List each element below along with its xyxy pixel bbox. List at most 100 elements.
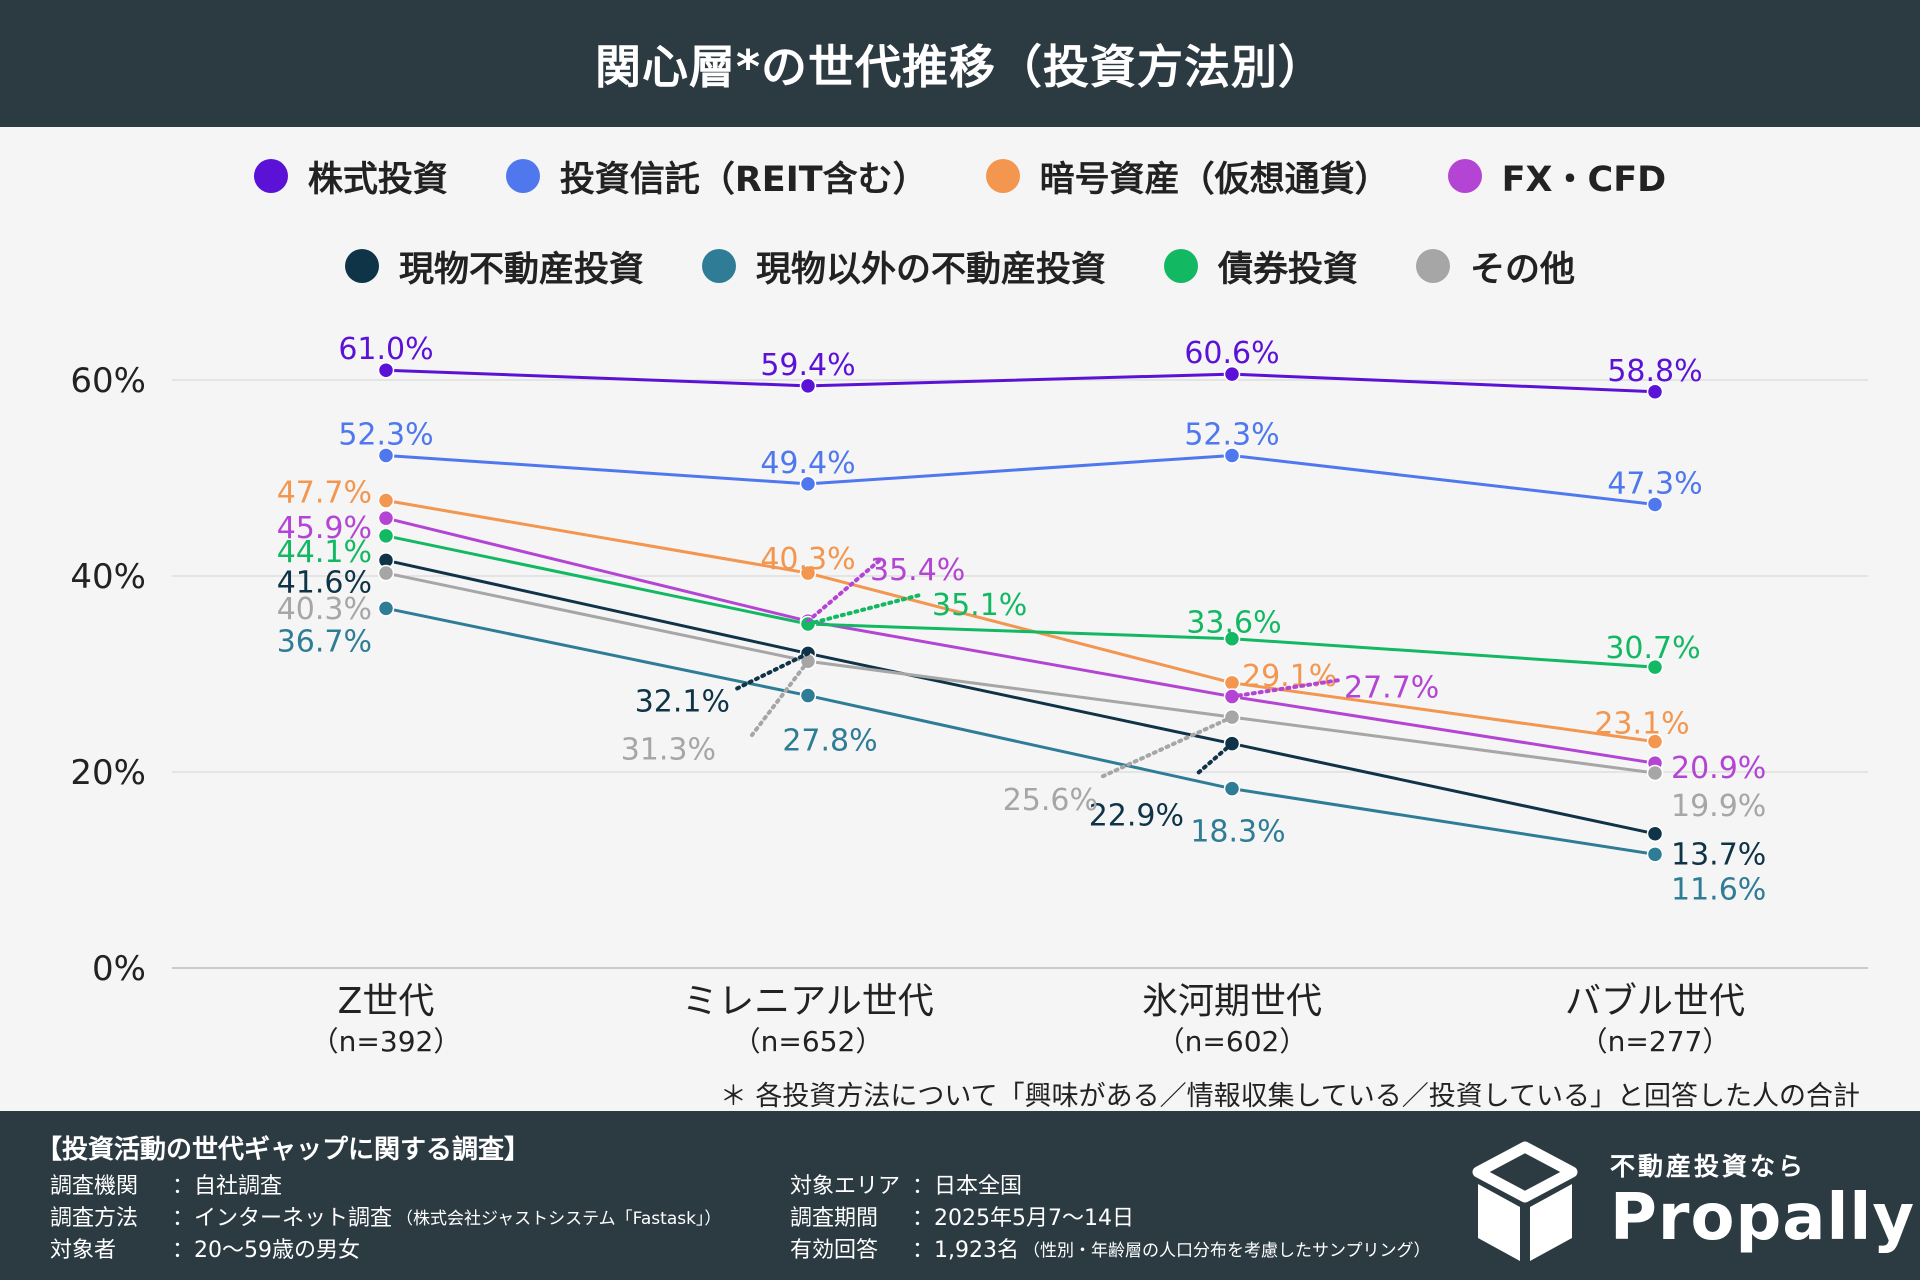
legend-label: 暗号資産（仮想通貨） xyxy=(1039,159,1390,200)
label-leader-line xyxy=(750,659,810,737)
survey-row: 調査方法 ：インターネット調査 （株式会社ジャストシステム「Fastask」） xyxy=(50,1203,721,1235)
data-point xyxy=(377,361,395,379)
data-label: 36.7% xyxy=(277,624,372,659)
data-point xyxy=(377,447,395,464)
data-label: 59.4% xyxy=(760,348,855,383)
data-label: 22.9% xyxy=(1089,799,1184,834)
data-label: 49.4% xyxy=(760,446,855,481)
data-label: 44.1% xyxy=(277,535,372,570)
label-leader-line xyxy=(1097,715,1234,780)
legend-label: その他 xyxy=(1470,249,1576,290)
series-line xyxy=(385,558,1656,836)
survey-row: 対象者 ：20〜59歳の男女 xyxy=(50,1235,721,1267)
data-point xyxy=(377,600,395,617)
data-label: 27.8% xyxy=(782,724,877,759)
data-label: 27.7% xyxy=(1344,671,1439,706)
x-tick-label: ミレニアル世代 xyxy=(682,981,934,1022)
data-label: 13.7% xyxy=(1671,838,1766,873)
x-sample-label: （n=277） xyxy=(1580,1025,1731,1058)
survey-note: （株式会社ジャストシステム「Fastask」） xyxy=(396,1209,722,1229)
legend-item: 債券投資 xyxy=(1164,238,1358,294)
label-leader-line xyxy=(806,558,882,624)
legend-label: 株式投資 xyxy=(307,159,448,200)
survey-value: ：インターネット調査 xyxy=(172,1206,393,1231)
legend-row-2: 現物不動産投資 現物以外の不動産投資 債券投資 その他 xyxy=(0,238,1920,294)
legend-item: 暗号資産（仮想通貨） xyxy=(985,148,1390,204)
x-tick-label: 氷河期世代 xyxy=(1142,981,1322,1022)
data-label: 61.0% xyxy=(338,332,433,367)
survey-label: 調査期間 xyxy=(790,1206,879,1231)
series-line xyxy=(385,606,1656,856)
y-tick-label: 40% xyxy=(70,557,146,597)
legend-dot xyxy=(344,249,379,283)
survey-value: ：2025年5月7〜14日 xyxy=(912,1206,1134,1231)
survey-label: 調査方法 xyxy=(50,1206,139,1231)
survey-value: ：1,923名 xyxy=(912,1238,1019,1263)
series-line xyxy=(385,516,1656,765)
data-label: 19.9% xyxy=(1671,789,1766,824)
legend-label: FX・CFD xyxy=(1501,159,1667,200)
label-leader-line xyxy=(732,651,810,692)
data-point xyxy=(1223,674,1241,692)
data-label: 41.6% xyxy=(277,565,372,600)
brand-tagline: 不動産投資なら xyxy=(1610,1152,1807,1181)
legend-label: 債券投資 xyxy=(1218,249,1359,290)
data-point xyxy=(799,687,817,704)
legend-item: 現物以外の不動産投資 xyxy=(701,238,1106,294)
legend-item: その他 xyxy=(1416,238,1575,294)
data-label: 35.1% xyxy=(932,588,1027,623)
legend-dot xyxy=(701,249,736,283)
data-point xyxy=(1223,630,1241,647)
survey-label: 対象エリア xyxy=(790,1174,901,1199)
data-label: 52.3% xyxy=(338,417,433,452)
survey-info-right: 対象エリア ：日本全国 調査期間 ：2025年5月7〜14日 有効回答 ：1,923名… xyxy=(790,1171,1430,1267)
chart-title: 関心層*の世代推移（投資方法別） xyxy=(594,39,1326,94)
label-leader-line xyxy=(806,593,922,627)
label-leader-line xyxy=(1230,678,1342,699)
legend-item: FX・CFD xyxy=(1447,148,1667,204)
legend-label: 現物不動産投資 xyxy=(398,249,644,290)
legend-dot xyxy=(1416,249,1451,283)
survey-value: ：20〜59歳の男女 xyxy=(172,1238,360,1263)
survey-row: 有効回答 ：1,923名 （性別・年齢層の人口分布を考慮したサンプリング） xyxy=(790,1235,1430,1267)
data-label: 18.3% xyxy=(1190,815,1285,850)
survey-label: 対象者 xyxy=(50,1238,117,1263)
data-point xyxy=(1646,825,1664,842)
survey-row: 対象エリア ：日本全国 xyxy=(790,1171,1430,1203)
data-label: 25.6% xyxy=(1003,783,1098,818)
legend-dot xyxy=(1447,159,1482,193)
data-label: 47.3% xyxy=(1607,466,1702,501)
data-label: 35.4% xyxy=(870,553,965,588)
data-point xyxy=(377,564,395,582)
data-point xyxy=(1646,733,1664,750)
data-label: 11.6% xyxy=(1671,872,1766,907)
data-point xyxy=(799,377,817,395)
legend-item: 株式投資 xyxy=(253,148,448,204)
propally-brand: 不動産投資なら Propally xyxy=(1470,1139,1914,1269)
survey-label: 調査機関 xyxy=(50,1174,139,1199)
data-point xyxy=(799,564,817,582)
data-point xyxy=(1646,764,1664,782)
data-label: 40.3% xyxy=(760,542,855,577)
x-sample-label: （n=602） xyxy=(1157,1025,1308,1058)
legend-label: 現物以外の不動産投資 xyxy=(755,249,1106,290)
data-label: 30.7% xyxy=(1605,631,1700,666)
legend-dot xyxy=(1164,249,1198,283)
legend-dot xyxy=(505,159,540,193)
data-label: 52.3% xyxy=(1184,417,1279,452)
data-point xyxy=(1223,447,1241,464)
y-tick-label: 60% xyxy=(70,361,146,401)
legend-dot xyxy=(985,159,1020,193)
data-label: 32.1% xyxy=(635,684,730,719)
data-label: 33.6% xyxy=(1186,606,1281,641)
legend-row-1: 株式投資 投資信託（REIT含む） 暗号資産（仮想通貨） FX・CFD xyxy=(0,148,1920,204)
brand-name: Propally xyxy=(1610,1181,1916,1255)
series-line xyxy=(385,534,1656,669)
footnote: ＊ 各投資方法について「興味がある／情報収集している／投資している」と回答した人… xyxy=(719,1081,1860,1112)
legend-item: 投資信託（REIT含む） xyxy=(505,148,928,204)
data-label: 31.3% xyxy=(621,732,716,767)
data-point xyxy=(1223,365,1241,383)
data-point xyxy=(1223,780,1241,797)
survey-footer: 【投資活動の世代ギャップに関する調査】 調査機関 ：自社調査 調査方法 ：インターネ… xyxy=(0,1111,1920,1280)
legend-item: 現物不動産投資 xyxy=(344,238,644,294)
